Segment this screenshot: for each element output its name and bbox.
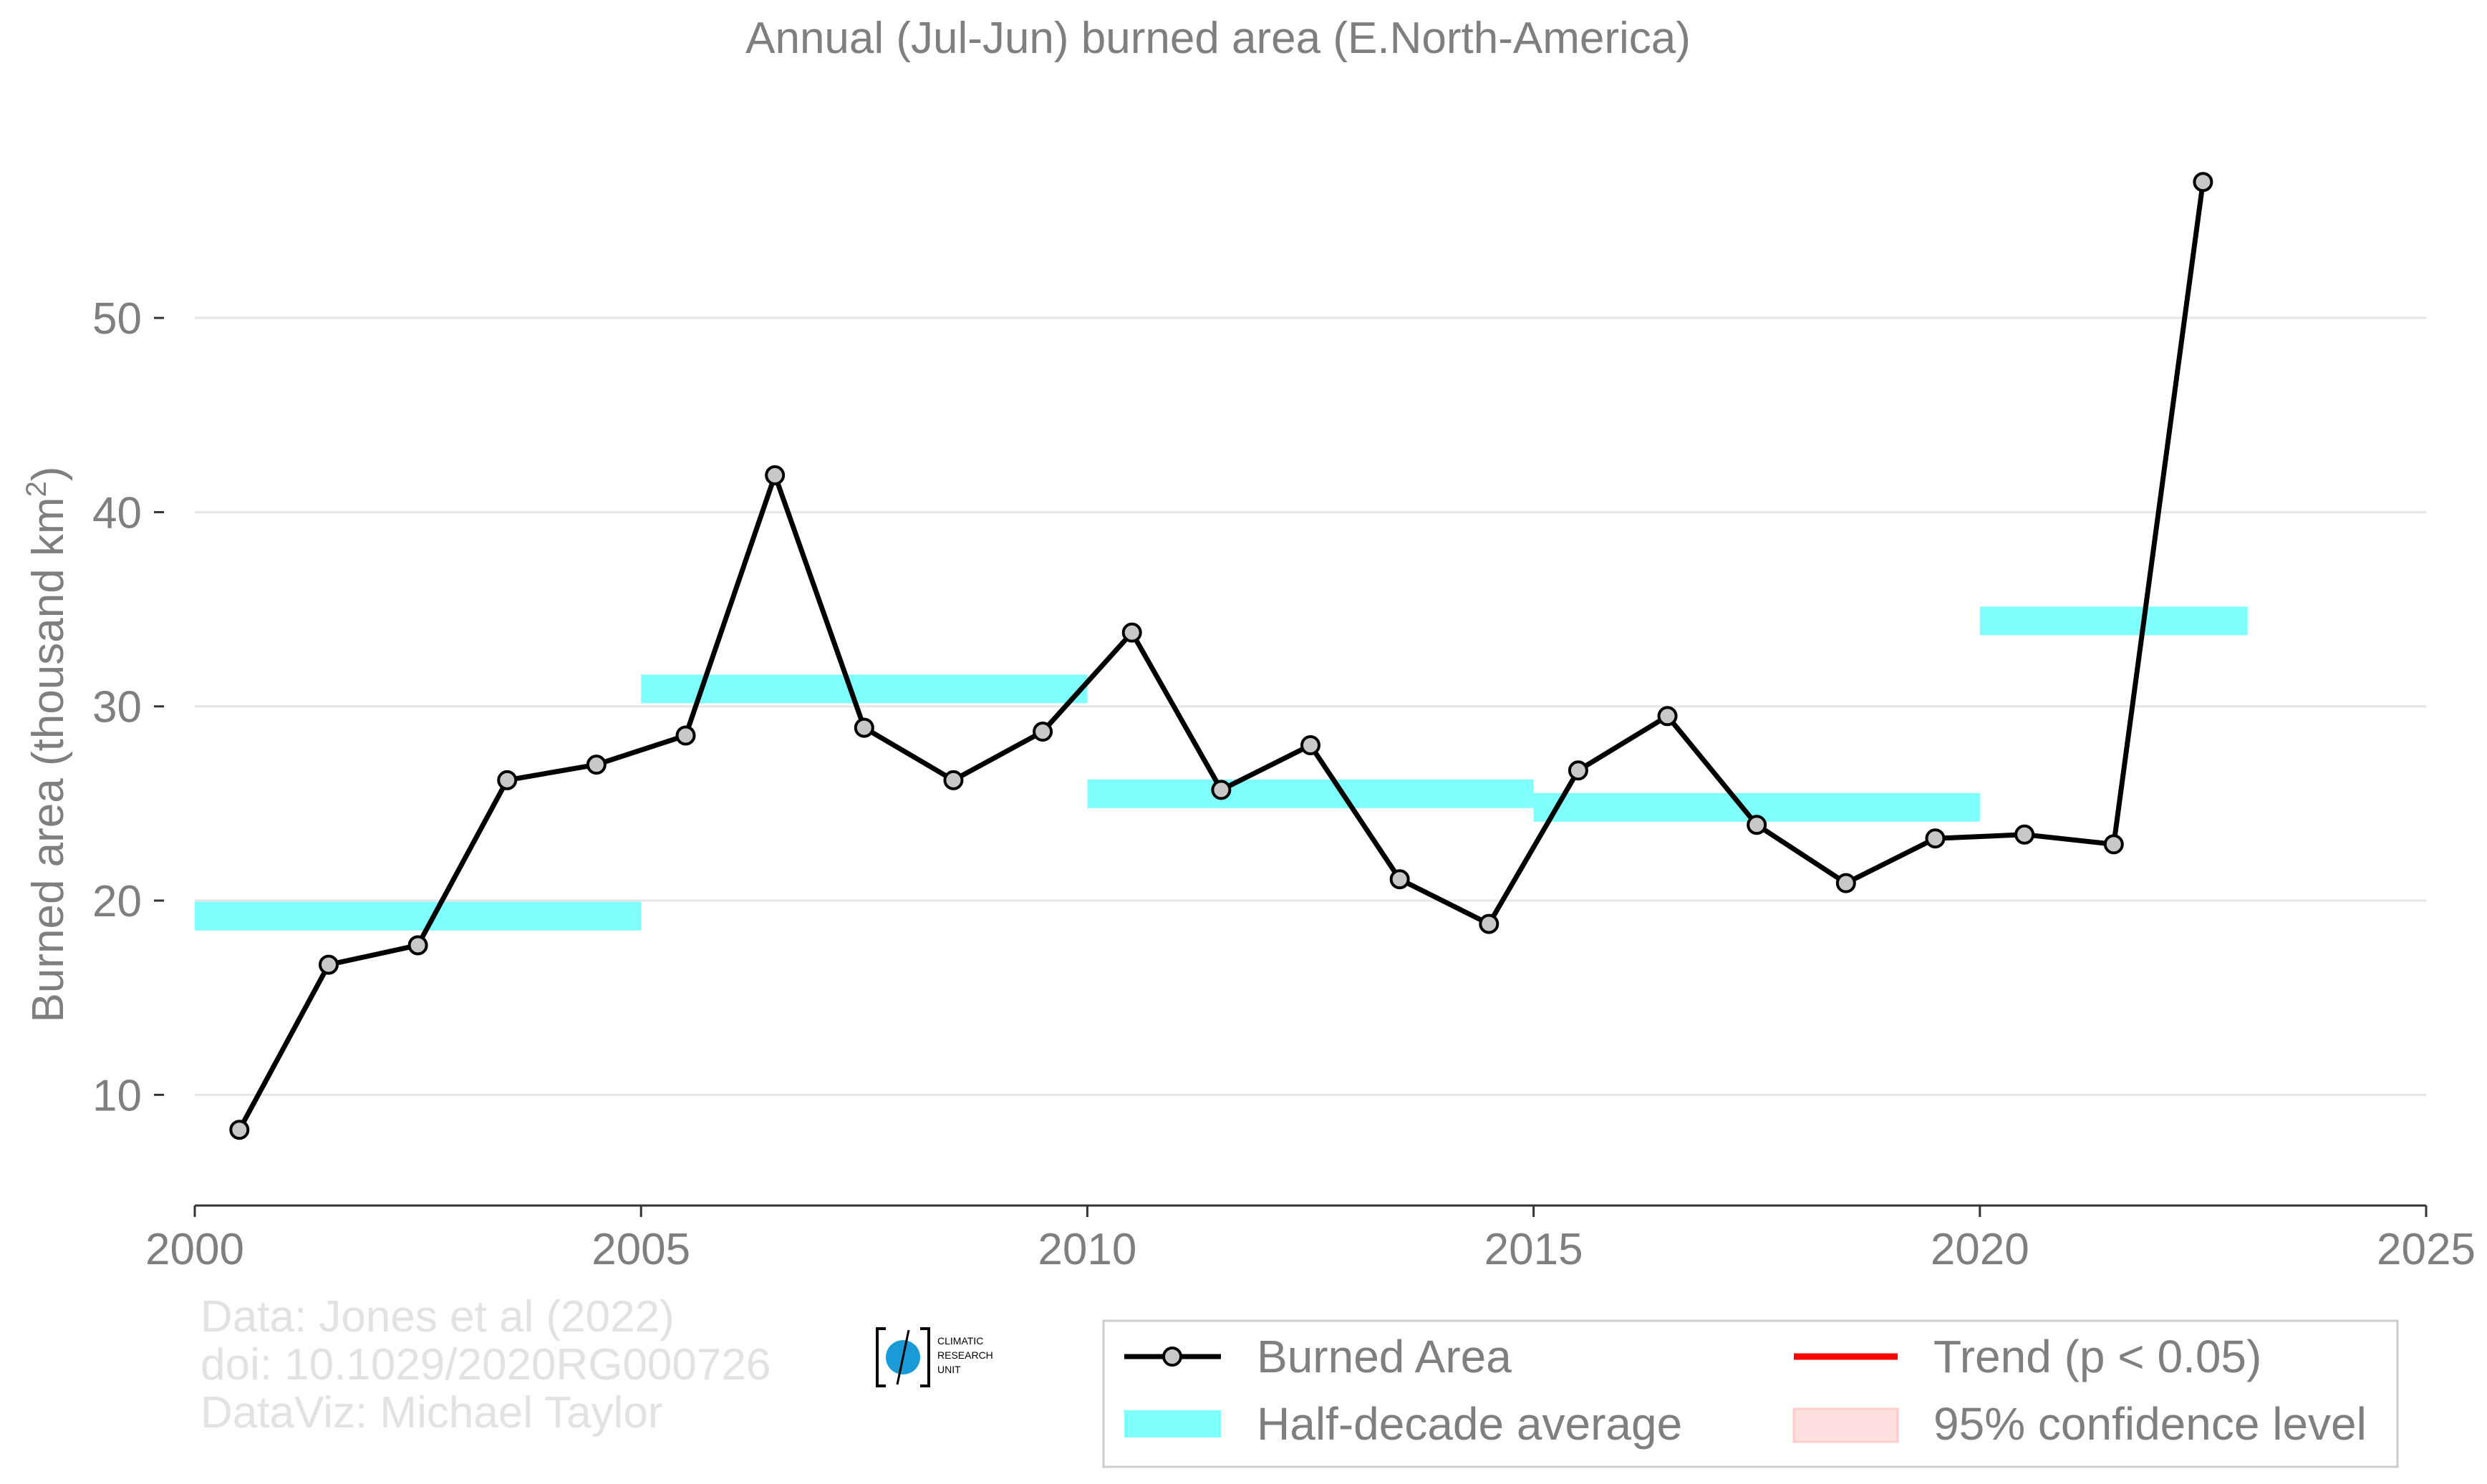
chart-title: Annual (Jul-Jun) burned area (E.North-Am… [745, 14, 1691, 63]
x-tick-label: 2015 [1484, 1225, 1583, 1274]
y-tick-label: 20 [92, 877, 142, 926]
burned-area-point [1657, 706, 1678, 727]
burned-area-point [1300, 735, 1320, 756]
burned-area-point [1568, 760, 1588, 781]
burned-area-point [1211, 780, 1232, 800]
burned-area-point [675, 725, 696, 746]
legend-half-decade-label: Half-decade average [1257, 1398, 1682, 1450]
logo-text-1: CLIMATIC [937, 1335, 983, 1347]
half-decade-average-bar [1979, 606, 2248, 636]
burned-area-point [1479, 913, 1500, 934]
y-axis-label-superscript: 2 [21, 481, 52, 497]
burned-area-point [229, 1120, 250, 1140]
legend-trend-label: Trend (p < 0.05) [1933, 1331, 2261, 1382]
burned-area-point [1121, 622, 1142, 643]
y-axis-label-close: ) [24, 466, 73, 481]
legend-burned-area-marker [1162, 1347, 1182, 1367]
credits: Data: Jones et al (2022) doi: 10.1029/20… [201, 1292, 771, 1437]
y-axis-label-text: Burned area (thousand km [24, 497, 73, 1022]
grid [195, 316, 2426, 1096]
credit-dataviz: DataViz: Michael Taylor [201, 1388, 663, 1437]
credit-doi: doi: 10.1029/2020RG000726 [201, 1340, 771, 1390]
logo-bracket-right [920, 1327, 930, 1387]
x-tick-label: 2010 [1038, 1225, 1136, 1274]
y-tick-label: 40 [92, 488, 142, 538]
legend-burned-area-label: Burned Area [1257, 1331, 1512, 1382]
burned-area-point [586, 755, 607, 775]
burned-area-point [1747, 815, 1767, 835]
burned-area-point [497, 770, 518, 790]
burned-area-point [854, 717, 874, 738]
y-tick-label: 30 [92, 683, 142, 732]
x-tick-label: 2000 [145, 1225, 244, 1274]
logo-text-2: RESEARCH [937, 1349, 993, 1361]
y-tick-label: 50 [92, 294, 142, 344]
legend-confidence-swatch [1792, 1407, 1899, 1443]
burned-area-point [943, 770, 964, 790]
cru-logo: CLIMATIC RESEARCH UNIT [876, 1327, 993, 1387]
credit-data: Data: Jones et al (2022) [201, 1292, 675, 1342]
x-tick-label: 2020 [1931, 1225, 2029, 1274]
legend-confidence-label: 95% confidence level [1933, 1398, 2367, 1450]
burned-area-point [2103, 834, 2124, 855]
legend-frame [1102, 1319, 2399, 1468]
burned-area-series [229, 172, 2213, 1140]
burned-area-point [1925, 828, 1946, 849]
half-decade-average-bar [195, 901, 642, 931]
burned-area-point [1389, 869, 1410, 890]
x-tick-label: 2025 [2377, 1225, 2476, 1274]
burned-area-point [765, 465, 786, 485]
half-decade-average-bar [1087, 779, 1534, 808]
burned-area-point [2193, 172, 2213, 193]
logo-text-3: UNIT [937, 1364, 961, 1375]
logo-bracket-left [876, 1327, 886, 1387]
half-decade-average-bars [195, 606, 2248, 931]
legend-half-decade-swatch [1124, 1410, 1221, 1437]
y-tick-label: 10 [92, 1071, 142, 1120]
legend: Burned Area Half-decade average Trend (p… [1102, 1319, 2399, 1468]
burned-area-point [1033, 722, 1053, 742]
burned-area-line [237, 181, 2206, 1131]
y-axis-label: Burned area (thousand km2) [21, 466, 73, 1022]
axes: 10 20 30 40 50 2000 2005 2010 2015 2020 2025 [92, 294, 2476, 1274]
burned-area-point [2014, 824, 2035, 845]
logo-slash [896, 1329, 910, 1385]
half-decade-average-bar [641, 674, 1088, 704]
burned-area-point [318, 954, 339, 975]
burned-area-point [1835, 873, 1856, 893]
x-tick-label: 2005 [591, 1225, 690, 1274]
burned-area-point [407, 935, 428, 956]
